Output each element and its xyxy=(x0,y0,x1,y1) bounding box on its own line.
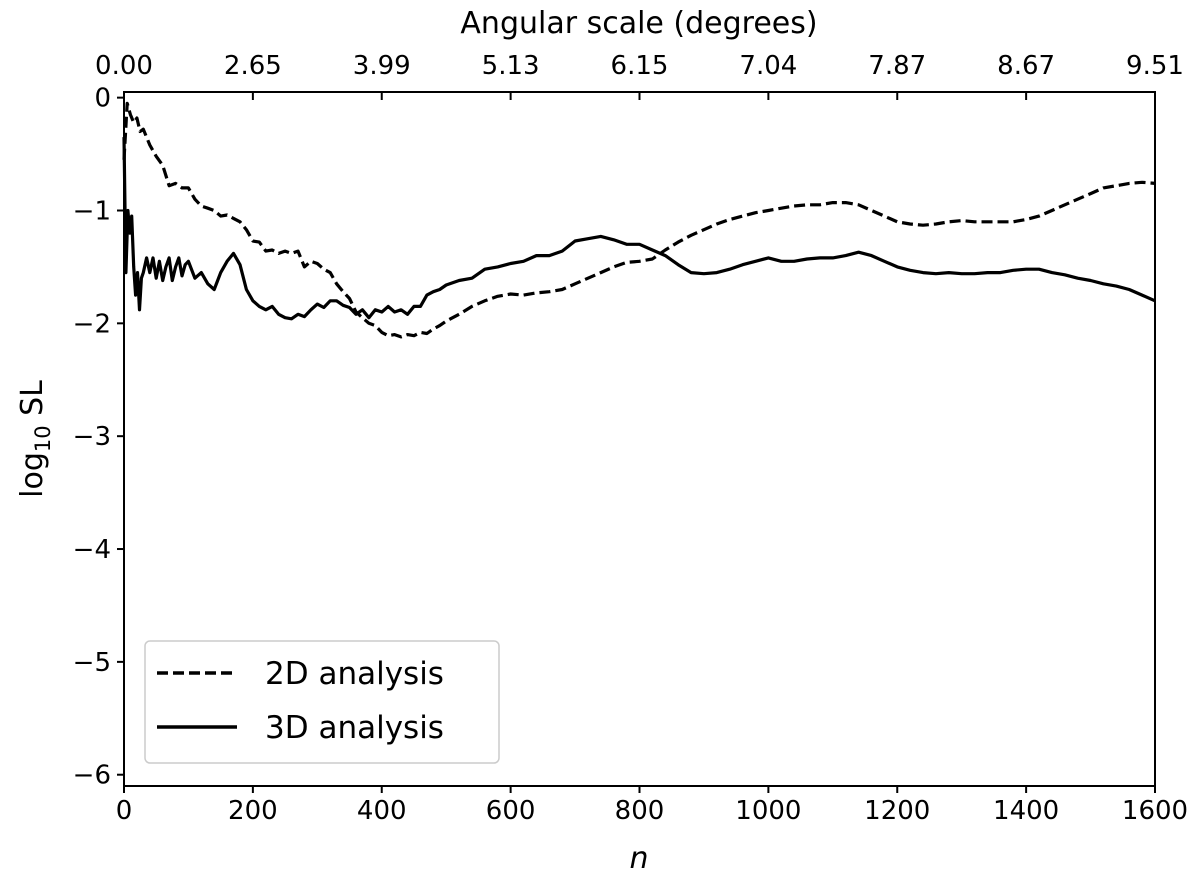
y-tick-label: −3 xyxy=(73,422,111,452)
x-tick-label: 800 xyxy=(615,796,665,826)
y-axis-label: log10 SL xyxy=(15,380,55,498)
top-tick-label: 0.00 xyxy=(95,51,153,81)
y-tick-label: −1 xyxy=(73,196,111,226)
series-line-2d xyxy=(122,101,1156,339)
top-tick-label: 7.04 xyxy=(739,51,797,81)
top-axis-label: Angular scale (degrees) xyxy=(460,6,817,41)
top-tick-label: 7.87 xyxy=(868,51,926,81)
x-axis-label: n xyxy=(629,841,648,876)
x-tick-label: 0 xyxy=(116,796,133,826)
legend-box xyxy=(144,640,500,764)
x-tick-label: 1000 xyxy=(735,796,801,826)
x-tick-label: 1400 xyxy=(993,796,1059,826)
x-tick-label: 600 xyxy=(486,796,536,826)
top-tick-label: 2.65 xyxy=(224,51,282,81)
y-tick-label: −2 xyxy=(73,309,111,339)
legend: 2D analysis 3D analysis xyxy=(144,640,500,764)
top-tick-label: 6.15 xyxy=(611,51,669,81)
top-tick-label: 5.13 xyxy=(482,51,540,81)
y-ticks: 0 −1 −2 −3 −4 −5 −6 xyxy=(73,84,124,791)
legend-label-3d: 3D analysis xyxy=(265,710,444,746)
y-tick-label: −6 xyxy=(73,761,111,791)
y-tick-label: −4 xyxy=(73,535,111,565)
x-ticks: 0 200 400 600 800 1000 1200 1400 1600 xyxy=(116,786,1188,826)
x-tick-label: 1600 xyxy=(1122,796,1188,826)
top-tick-label: 8.67 xyxy=(997,51,1055,81)
legend-label-2d: 2D analysis xyxy=(265,656,444,692)
y-axis-label-tail: SL xyxy=(15,380,50,426)
series-line-3d xyxy=(122,137,1156,321)
y-tick-label: 0 xyxy=(94,84,111,114)
y-tick-label: −5 xyxy=(73,648,111,678)
top-ticks: 0.00 2.65 3.99 5.13 6.15 7.04 7.87 8.67 9.51 xyxy=(95,51,1184,100)
y-axis-label-main: log xyxy=(15,452,50,498)
x-tick-label: 1200 xyxy=(864,796,930,826)
x-tick-label: 400 xyxy=(357,796,407,826)
top-tick-label: 9.51 xyxy=(1126,51,1184,81)
y-axis-label-subscript: 10 xyxy=(31,425,55,452)
x-tick-label: 200 xyxy=(228,796,278,826)
series-layer xyxy=(122,101,1156,339)
top-tick-label: 3.99 xyxy=(353,51,411,81)
